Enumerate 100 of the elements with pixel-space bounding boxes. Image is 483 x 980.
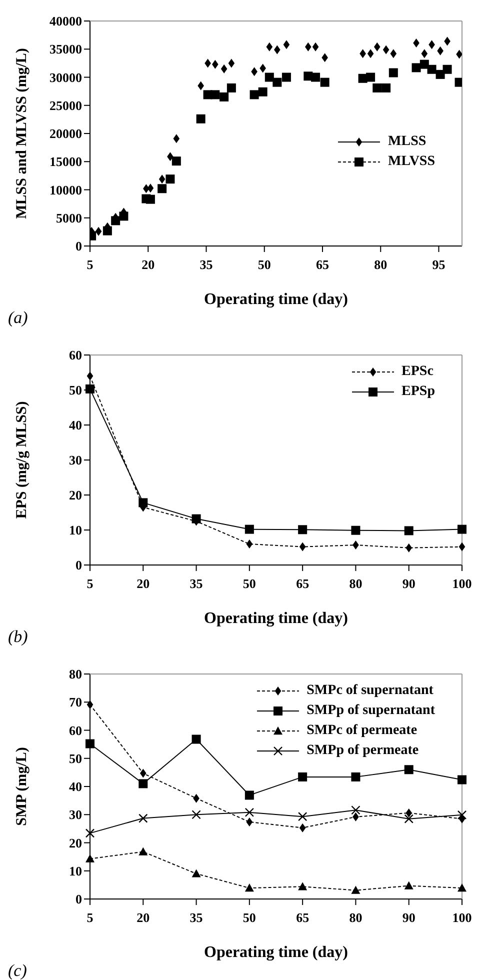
text: (a) [8,308,29,328]
point [196,114,206,124]
point [192,810,201,820]
x-tick-label: 95 [432,257,446,272]
point [192,869,201,878]
point [427,64,436,74]
point [138,847,148,856]
y-tick-label: 10 [69,863,82,878]
x-tick-label: 20 [136,576,150,592]
point [299,823,306,832]
point [250,90,259,100]
point [311,72,320,82]
x-tick-label: 90 [402,576,416,592]
point [244,808,254,817]
point [138,814,148,823]
point [264,72,274,82]
x-tick-label: 80 [374,257,388,272]
y-tick-label: 30 [69,452,82,468]
y-tick-label: 25000 [50,98,82,113]
point [210,90,220,100]
point [458,884,466,892]
point [420,60,429,69]
point [412,63,421,72]
point [442,64,452,74]
y-tick-label: 20 [69,488,82,503]
point [140,768,146,778]
y-tick-label: 60 [69,348,82,363]
point [299,542,306,552]
y-tick-label: 10000 [50,182,82,198]
x-tick-label: 50 [258,257,271,272]
x-tick-label: 5 [86,910,94,926]
y-tick-label: 0 [76,238,82,254]
x-axis-title: Operating time (day) [204,610,348,627]
point [246,540,253,548]
x-tick-label: 80 [349,576,362,592]
point [220,64,228,74]
y-tick-label: 15000 [50,154,82,170]
point [404,881,414,890]
point [86,372,94,380]
point [351,772,360,782]
x-tick-label: 100 [452,576,472,592]
point [258,87,268,96]
point [146,194,155,204]
y-tick-label: 50 [69,382,82,398]
point [298,882,308,890]
point [406,808,412,818]
y-tick-label: 40000 [50,14,82,29]
x-tick-label: 35 [190,910,204,926]
point [351,806,360,815]
x-tick-label: 100 [452,910,472,926]
point [147,184,154,193]
point [86,700,94,710]
point [367,49,374,58]
x-tick-label: 5 [86,576,94,592]
y-tick-label: 50 [69,750,82,766]
point [119,212,128,221]
point [283,40,290,50]
point [421,49,428,58]
point [246,817,253,826]
point [111,216,120,226]
point [320,78,330,87]
point [138,779,148,788]
x-tick-label: 35 [190,576,204,592]
x-tick-label: 20 [136,910,150,926]
point [282,72,291,82]
x-tick-label: 35 [200,257,214,272]
legend-label: SMPc of permeate [306,723,418,739]
legend-label: SMPp of supernatant [306,703,435,719]
y-tick-label: 80 [69,666,82,682]
x-tick-label: 20 [142,257,155,272]
point [172,156,181,166]
point [166,174,175,184]
y-tick-label: 5000 [56,210,82,226]
y-tick-label: 60 [69,722,82,738]
y-tick-label: 30 [69,807,82,822]
x-tick-label: 50 [242,576,256,592]
y-tick-label: 20000 [50,126,82,142]
point [382,83,391,92]
y-tick-label: 10 [69,522,82,538]
point [272,78,282,87]
y-tick-label: 40 [69,779,82,794]
point [374,42,380,52]
point [158,184,167,194]
y-tick-label: 30000 [50,70,82,85]
x-axis-title: Operating time (day) [204,944,348,961]
legend-label: SMPp of permeate [306,743,419,759]
point [436,70,445,79]
point [86,739,94,748]
text: (b) [8,627,29,647]
point [138,498,148,508]
point [85,828,95,838]
point [351,526,360,535]
y-tick-label: 70 [69,694,82,710]
point [244,524,254,534]
legend-label: MLSS [388,134,426,150]
point [298,525,308,534]
legend-label: EPSc [402,364,434,380]
point [458,775,466,784]
y-axis-title: SMP (mg/L) [14,747,30,826]
x-tick-label: 65 [316,257,330,272]
